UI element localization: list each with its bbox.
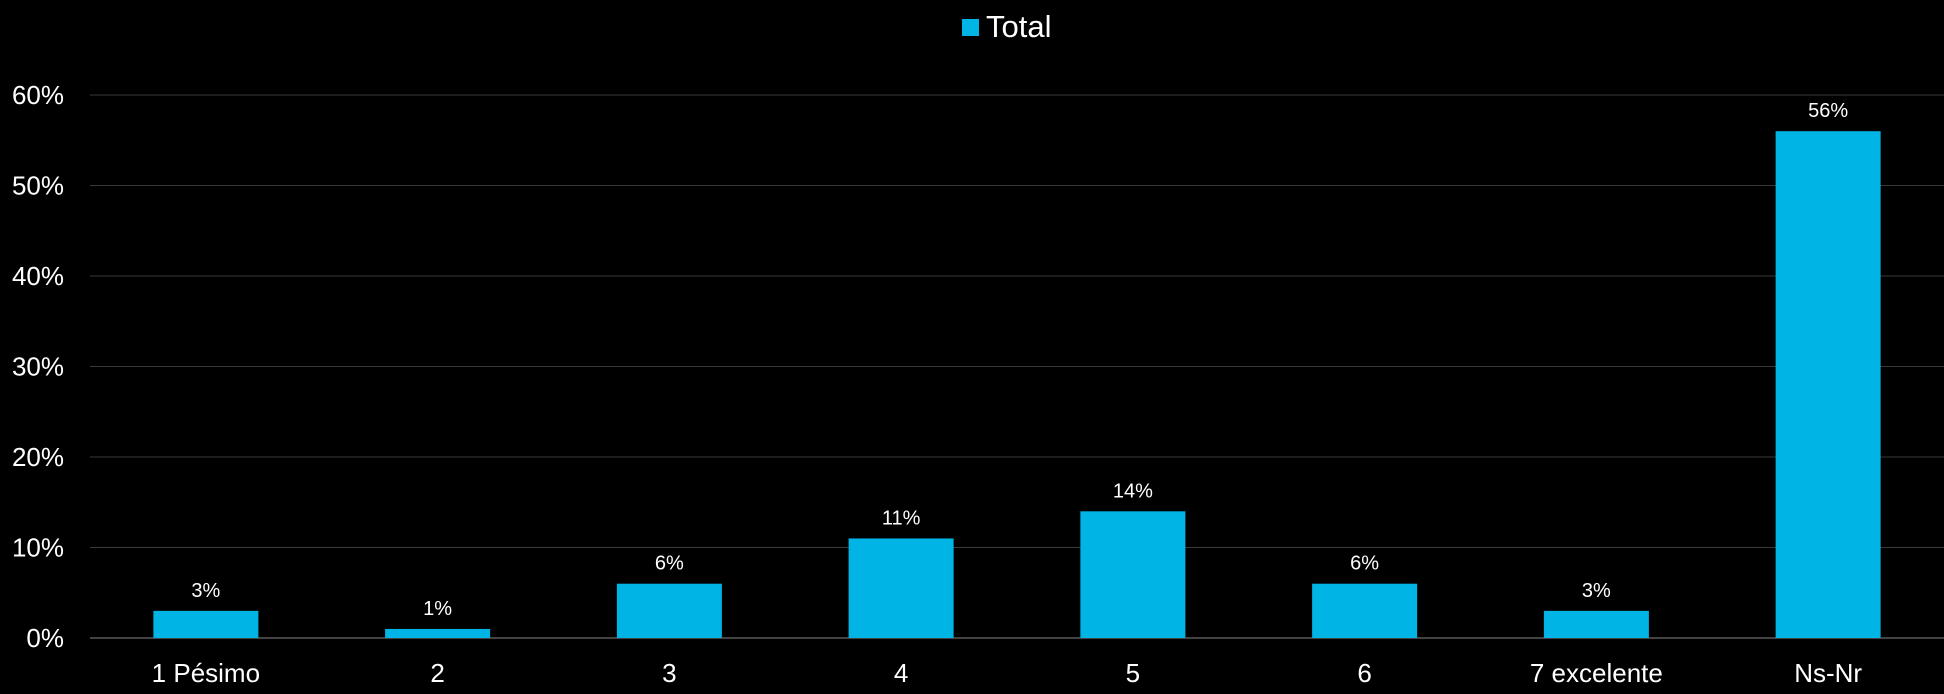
data-label: 14% bbox=[1113, 480, 1153, 502]
y-tick-label: 60% bbox=[12, 80, 64, 110]
data-label: 1% bbox=[423, 598, 452, 620]
legend: Total bbox=[962, 9, 1051, 44]
data-label: 6% bbox=[1350, 553, 1379, 575]
y-tick-label: 40% bbox=[12, 261, 64, 291]
y-tick-label: 20% bbox=[12, 442, 64, 472]
bar-5 bbox=[1080, 511, 1186, 638]
x-tick-label: 3 bbox=[662, 658, 676, 688]
x-tick-label: 1 Pésimo bbox=[152, 658, 260, 688]
bar-3 bbox=[616, 583, 722, 638]
data-label: 3% bbox=[191, 580, 220, 602]
x-tick-label: 2 bbox=[430, 658, 444, 688]
bar-8 bbox=[1775, 131, 1881, 638]
x-tick-label: 5 bbox=[1126, 658, 1140, 688]
y-tick-label: 0% bbox=[26, 623, 64, 653]
data-label: 3% bbox=[1582, 580, 1611, 602]
x-tick-label: 4 bbox=[894, 658, 908, 688]
y-tick-label: 50% bbox=[12, 171, 64, 201]
data-labels: 3% 1% 6% 11% 14% 6% 3% 56% bbox=[191, 100, 1848, 620]
data-label: 6% bbox=[655, 553, 684, 575]
x-axis-tick-labels: 1 Pésimo 2 3 4 5 6 7 excelente Ns-Nr bbox=[152, 658, 1863, 688]
bar-2 bbox=[385, 628, 491, 638]
bar-7 bbox=[1543, 610, 1649, 638]
y-axis-tick-labels: 0% 10% 20% 30% 40% 50% 60% bbox=[12, 80, 64, 653]
x-tick-label: 7 excelente bbox=[1530, 658, 1663, 688]
data-label: 11% bbox=[882, 507, 921, 529]
data-label: 56% bbox=[1808, 100, 1848, 122]
legend-swatch-total bbox=[962, 19, 979, 36]
bar-6 bbox=[1312, 583, 1418, 638]
bar-4 bbox=[848, 538, 954, 638]
bars bbox=[153, 131, 1881, 638]
legend-label-total: Total bbox=[986, 9, 1051, 44]
y-tick-label: 30% bbox=[12, 352, 64, 382]
bar-1 bbox=[153, 610, 259, 638]
x-tick-label: 6 bbox=[1357, 658, 1371, 688]
y-tick-label: 10% bbox=[12, 533, 64, 563]
x-tick-label: Ns-Nr bbox=[1794, 658, 1862, 688]
gridlines bbox=[90, 94, 1944, 639]
